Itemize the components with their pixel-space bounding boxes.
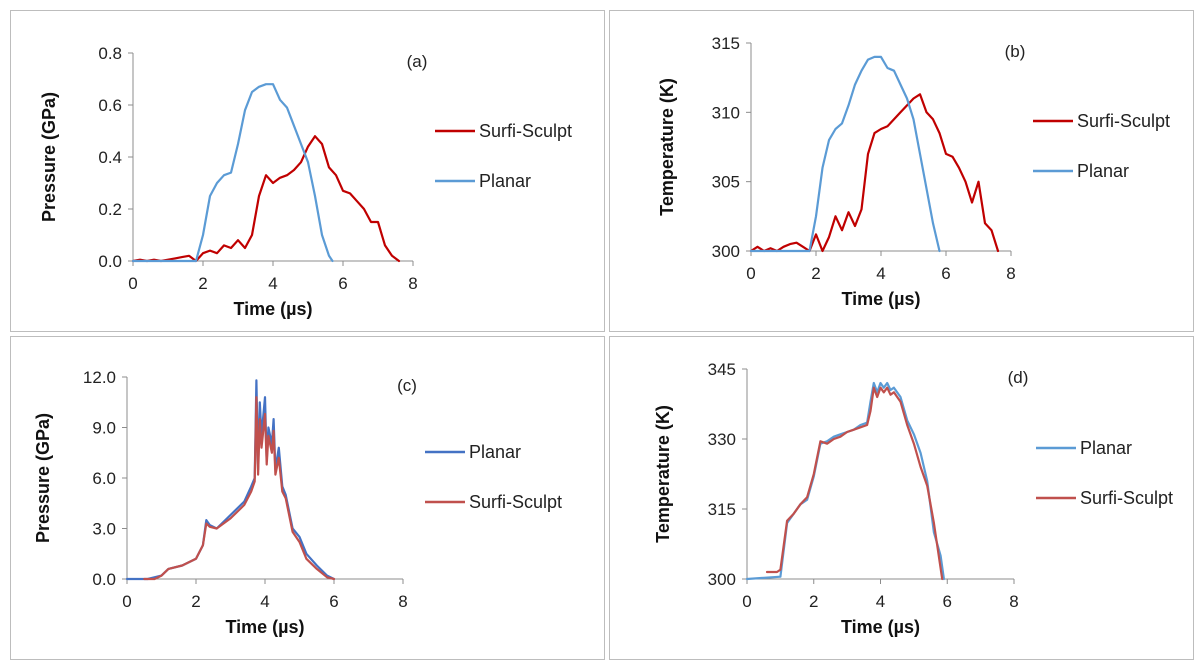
panel-b: 300 305 310 315 0 2 4 6 8 Time (µs) Temperature (K… (609, 10, 1194, 332)
y-tick-label: 345 (708, 360, 736, 379)
series-line-surfi-sculpt (143, 396, 336, 581)
x-tick-label: 4 (876, 592, 885, 611)
x-tick-label: 6 (338, 274, 347, 293)
legend-label: Planar (1080, 438, 1132, 458)
legend-label: Planar (469, 442, 521, 462)
y-tick-label: 0.2 (98, 200, 122, 219)
y-tick-label: 310 (712, 103, 740, 122)
panel-label: (a) (407, 52, 428, 71)
panel-label: (d) (1008, 368, 1029, 387)
chart-c: 0.0 3.0 6.0 9.0 12.0 0 2 4 6 8 Time (µs) Pressure (… (33, 368, 562, 637)
panel-label: (c) (397, 376, 417, 395)
legend-label: Surfi-Sculpt (469, 492, 562, 512)
x-tick-label: 0 (122, 592, 131, 611)
y-axis-title: Temperature (K) (657, 78, 677, 216)
x-tick-label: 2 (811, 264, 820, 283)
x-tick-label: 4 (268, 274, 277, 293)
panel-a: 0.0 0.2 0.4 0.6 0.8 0 2 4 6 8 Time (µs) Pressure (G… (10, 10, 605, 332)
y-axis-title: Temperature (K) (653, 405, 673, 543)
y-tick-label: 12.0 (83, 368, 116, 387)
panel-d: 300 315 330 345 0 2 4 6 8 Time (µs) Temperature (K… (609, 336, 1194, 660)
x-tick-label: 8 (408, 274, 417, 293)
y-tick-label: 0.4 (98, 148, 122, 167)
chart-d: 300 315 330 345 0 2 4 6 8 Time (µs) Temperature (K… (653, 360, 1173, 637)
series-line-surfi-sculpt (765, 386, 944, 581)
x-axis-title: Time (µs) (233, 299, 312, 319)
x-tick-label: 8 (398, 592, 407, 611)
legend-label: Surfi-Sculpt (1080, 488, 1173, 508)
y-axis-title: Pressure (GPa) (39, 92, 59, 222)
y-tick-label: 9.0 (92, 419, 116, 438)
y-tick-label: 0.8 (98, 44, 122, 63)
panel-c: 0.0 3.0 6.0 9.0 12.0 0 2 4 6 8 Time (µs) Pressure (… (10, 336, 605, 660)
legend-label: Planar (1077, 161, 1129, 181)
chart-b: 300 305 310 315 0 2 4 6 8 Time (µs) Temperature (K… (657, 34, 1170, 309)
series-line-planar (749, 55, 941, 253)
x-tick-label: 4 (260, 592, 269, 611)
x-tick-label: 8 (1006, 264, 1015, 283)
legend-label: Planar (479, 171, 531, 191)
y-axis-title: Pressure (GPa) (33, 413, 53, 543)
y-tick-label: 3.0 (92, 520, 116, 539)
x-tick-label: 4 (876, 264, 885, 283)
y-tick-label: 305 (712, 173, 740, 192)
x-tick-label: 6 (941, 264, 950, 283)
y-tick-label: 330 (708, 430, 736, 449)
legend-label: Surfi-Sculpt (1077, 111, 1170, 131)
y-tick-label: 315 (708, 500, 736, 519)
y-tick-label: 0.0 (98, 252, 122, 271)
x-axis-title: Time (µs) (841, 289, 920, 309)
x-axis-title: Time (µs) (841, 617, 920, 637)
x-tick-label: 2 (198, 274, 207, 293)
x-tick-label: 2 (809, 592, 818, 611)
series-line-planar (131, 83, 334, 263)
x-tick-label: 6 (329, 592, 338, 611)
chart-a: 0.0 0.2 0.4 0.6 0.8 0 2 4 6 8 Time (µs) Pressure (G… (39, 44, 572, 319)
y-tick-label: 300 (708, 570, 736, 589)
x-axis-title: Time (µs) (225, 617, 304, 637)
y-tick-label: 300 (712, 242, 740, 261)
legend-label: Surfi-Sculpt (479, 121, 572, 141)
series-line-surfi-sculpt (131, 135, 401, 263)
x-tick-label: 8 (1009, 592, 1018, 611)
x-tick-label: 2 (191, 592, 200, 611)
y-tick-label: 315 (712, 34, 740, 53)
x-tick-label: 0 (128, 274, 137, 293)
series-line-planar (745, 381, 945, 581)
y-tick-label: 0.6 (98, 96, 122, 115)
x-tick-label: 0 (746, 264, 755, 283)
panel-label: (b) (1005, 42, 1026, 61)
x-tick-label: 0 (742, 592, 751, 611)
x-tick-label: 6 (943, 592, 952, 611)
series-line-surfi-sculpt (749, 93, 1000, 253)
y-tick-label: 6.0 (92, 469, 116, 488)
y-tick-label: 0.0 (92, 570, 116, 589)
